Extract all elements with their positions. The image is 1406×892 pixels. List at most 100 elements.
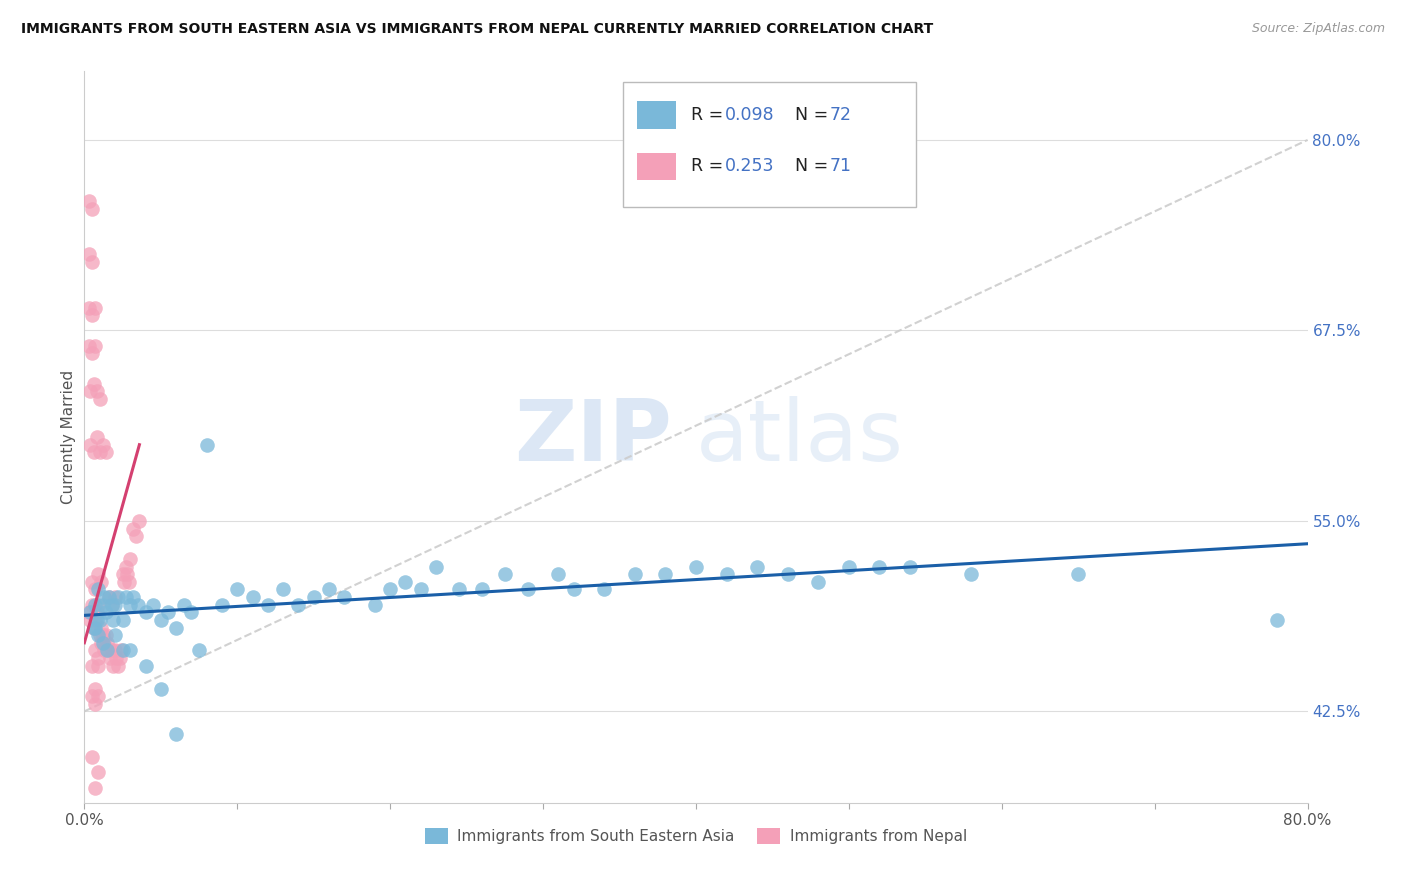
Point: [84, 697, 107, 711]
Point: [127, 598, 149, 612]
Point: [89, 392, 111, 406]
Point: [96, 643, 118, 657]
Point: [242, 590, 264, 604]
Point: [960, 567, 983, 582]
Point: [149, 681, 172, 696]
Point: [89, 613, 111, 627]
Point: [114, 590, 136, 604]
Point: [77, 605, 100, 619]
Point: [89, 628, 111, 642]
Point: [105, 651, 128, 665]
Point: [80, 750, 103, 764]
Point: [94, 445, 117, 459]
Point: [84, 301, 107, 315]
Text: atlas: atlas: [696, 395, 904, 479]
Point: [103, 613, 125, 627]
Point: [104, 643, 127, 657]
Point: [80, 308, 103, 322]
Point: [257, 598, 280, 612]
Point: [118, 574, 141, 589]
Point: [87, 689, 110, 703]
Point: [869, 559, 891, 574]
Point: [98, 651, 121, 665]
Point: [77, 194, 100, 208]
Point: [716, 567, 738, 582]
Point: [86, 430, 108, 444]
Point: [104, 590, 127, 604]
Point: [157, 605, 180, 619]
Point: [93, 636, 115, 650]
Point: [226, 582, 249, 597]
Point: [86, 605, 108, 619]
Point: [79, 384, 101, 399]
Legend: Immigrants from South Eastern Asia, Immigrants from Nepal: Immigrants from South Eastern Asia, Immi…: [419, 822, 973, 850]
Point: [142, 598, 165, 612]
Point: [1265, 613, 1288, 627]
Point: [94, 628, 117, 642]
Point: [84, 613, 107, 627]
Point: [108, 651, 131, 665]
FancyBboxPatch shape: [637, 102, 676, 129]
Text: R =: R =: [692, 106, 728, 124]
Point: [84, 621, 107, 635]
Point: [83, 376, 105, 391]
Point: [87, 598, 110, 612]
Point: [96, 636, 118, 650]
Point: [77, 338, 100, 352]
Point: [80, 598, 103, 612]
Point: [135, 605, 157, 619]
Point: [409, 582, 432, 597]
Point: [302, 590, 325, 604]
Text: IMMIGRANTS FROM SOUTH EASTERN ASIA VS IMMIGRANTS FROM NEPAL CURRENTLY MARRIED CO: IMMIGRANTS FROM SOUTH EASTERN ASIA VS IM…: [21, 22, 934, 37]
Point: [87, 651, 110, 665]
Point: [165, 621, 187, 635]
Point: [547, 567, 569, 582]
Point: [287, 598, 309, 612]
Text: ZIP: ZIP: [513, 395, 672, 479]
Point: [91, 628, 114, 642]
Point: [94, 605, 117, 619]
Point: [84, 780, 107, 795]
Point: [79, 605, 101, 619]
Point: [83, 621, 105, 635]
Point: [111, 613, 134, 627]
Point: [87, 582, 110, 597]
Point: [211, 598, 233, 612]
Point: [111, 643, 134, 657]
Point: [104, 628, 127, 642]
Point: [101, 598, 124, 612]
Point: [89, 445, 111, 459]
Point: [180, 605, 202, 619]
Point: [112, 574, 135, 589]
Point: [87, 567, 110, 582]
Text: Source: ZipAtlas.com: Source: ZipAtlas.com: [1251, 22, 1385, 36]
Point: [101, 598, 124, 612]
Point: [84, 582, 107, 597]
Point: [107, 590, 129, 604]
Text: R =: R =: [692, 158, 728, 176]
Point: [101, 643, 124, 657]
Point: [84, 681, 107, 696]
Point: [86, 384, 108, 399]
Point: [90, 621, 112, 635]
Point: [125, 529, 148, 543]
Point: [776, 567, 799, 582]
Point: [1067, 567, 1090, 582]
Text: 71: 71: [830, 158, 851, 176]
Point: [807, 574, 830, 589]
Text: N =: N =: [794, 158, 834, 176]
Point: [79, 613, 101, 627]
Point: [380, 582, 402, 597]
FancyBboxPatch shape: [637, 153, 676, 180]
Point: [80, 202, 103, 216]
Point: [83, 445, 105, 459]
Point: [333, 590, 356, 604]
Point: [107, 658, 129, 673]
Point: [87, 765, 110, 780]
Point: [120, 643, 142, 657]
Point: [90, 636, 112, 650]
Point: [93, 643, 115, 657]
Point: [90, 574, 112, 589]
Point: [97, 590, 120, 604]
Point: [97, 643, 120, 657]
